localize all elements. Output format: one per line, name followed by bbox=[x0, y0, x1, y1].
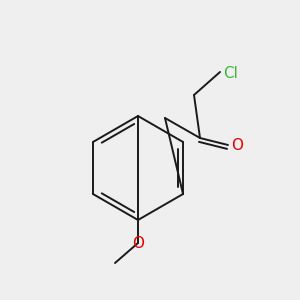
Text: Cl: Cl bbox=[223, 67, 238, 82]
Text: O: O bbox=[231, 137, 243, 152]
Text: O: O bbox=[132, 236, 144, 250]
